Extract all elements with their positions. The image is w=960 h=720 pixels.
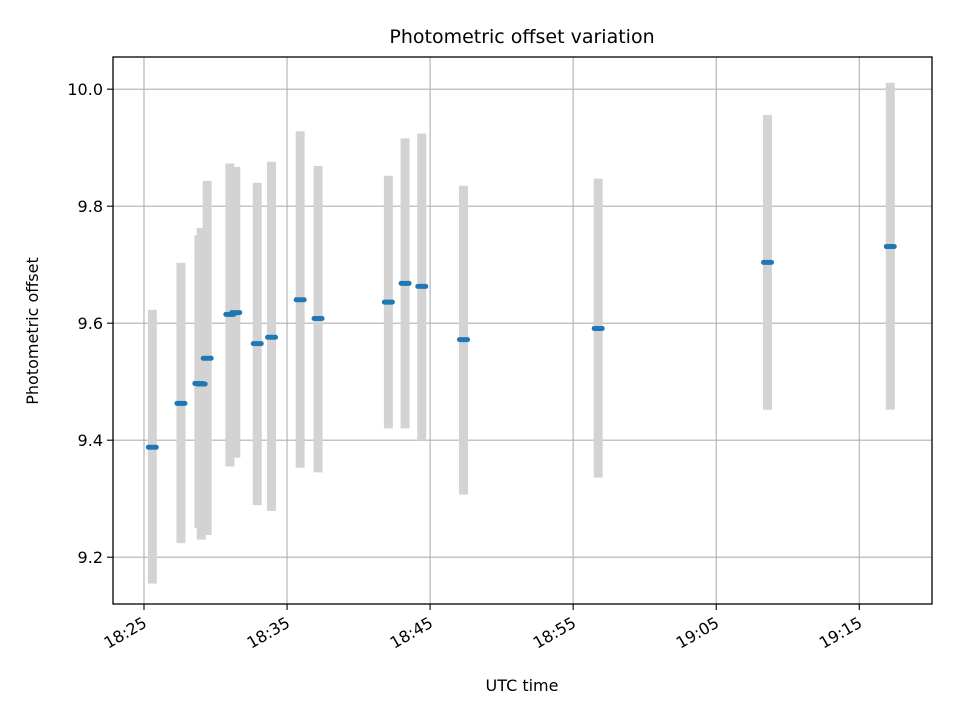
data-markers (145, 244, 897, 450)
y-tick-label: 10.0 (67, 80, 103, 99)
x-axis-title: UTC time (486, 676, 559, 695)
grid-lines (113, 57, 932, 604)
chart-title: Photometric offset variation (389, 26, 654, 48)
y-tick-label: 9.4 (78, 431, 103, 450)
y-axis-title: Photometric offset (23, 257, 42, 405)
y-tick-label: 9.2 (78, 548, 103, 567)
y-tick-label: 9.6 (78, 314, 103, 333)
plot-frame (112, 56, 933, 605)
y-axis-ticks: 9.2 9.4 9.6 9.8 10.0 (67, 80, 113, 567)
y-tick-label: 9.8 (78, 197, 103, 216)
plot-area (113, 57, 932, 604)
